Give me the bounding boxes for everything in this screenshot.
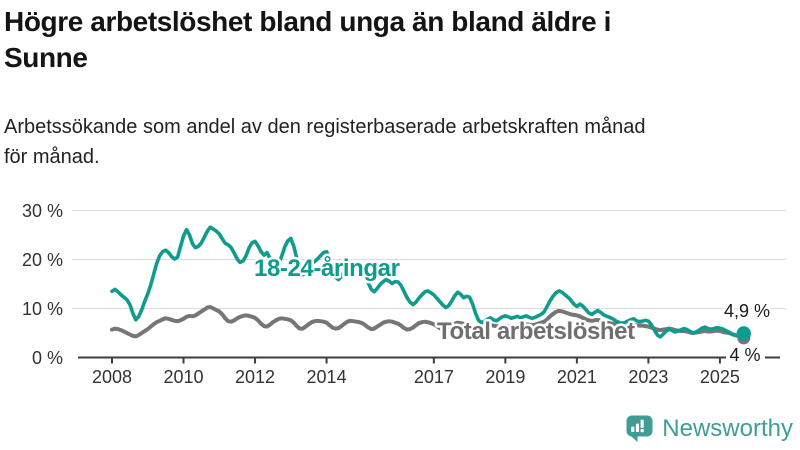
series-line-young xyxy=(110,225,746,339)
chart-subtitle: Arbetssökande som andel av den registerb… xyxy=(4,112,784,172)
end-value-label-bg xyxy=(726,347,765,361)
end-value-label-total: 4 % xyxy=(729,345,760,365)
newsworthy-logo-icon xyxy=(626,415,653,442)
page-title-line1: Högre arbetslöshet bland unga än bland ä… xyxy=(4,6,612,37)
x-axis-tick-label: 2025 xyxy=(700,367,740,387)
logo-bar-small xyxy=(631,426,635,432)
y-axis-tick-label: 20 % xyxy=(22,250,63,270)
end-value-label-young: 4,9 % xyxy=(724,301,770,321)
x-axis-tick-label: 2012 xyxy=(235,367,275,387)
x-axis-tick-label: 2010 xyxy=(163,367,203,387)
logo-exclamation-dot xyxy=(640,428,645,433)
x-axis-tick-label: 2014 xyxy=(307,367,347,387)
x-axis-tick-label: 2023 xyxy=(628,367,668,387)
page-title: Högre arbetslöshet bland unga än bland ä… xyxy=(4,4,784,76)
end-dot-young xyxy=(736,326,751,341)
x-axis-tick-label: 2008 xyxy=(92,367,132,387)
series-label-young: 18-24-åringar xyxy=(254,255,400,282)
logo-bar-medium xyxy=(636,423,640,432)
page-title-line2: Sunne xyxy=(4,41,88,73)
chart-subtitle-line1: Arbetssökande som andel av den registerb… xyxy=(4,116,646,138)
newsworthy-logo[interactable]: Newsworthy xyxy=(625,414,793,443)
series-line-total xyxy=(110,305,746,340)
y-axis-tick-label: 0 % xyxy=(32,348,63,368)
chart-subtitle-line2: för månad. xyxy=(4,146,100,168)
series-label-total: Total arbetslöshet xyxy=(437,318,635,345)
y-axis-tick-label: 10 % xyxy=(22,299,63,319)
x-axis-tick-label: 2019 xyxy=(485,367,525,387)
x-axis-tick-label: 2017 xyxy=(414,367,454,387)
y-axis-tick-label: 30 % xyxy=(22,201,63,221)
newsworthy-logo-text: Newsworthy xyxy=(662,414,793,442)
logo-exclamation-bar xyxy=(640,419,644,428)
x-axis-tick-label: 2021 xyxy=(557,367,597,387)
